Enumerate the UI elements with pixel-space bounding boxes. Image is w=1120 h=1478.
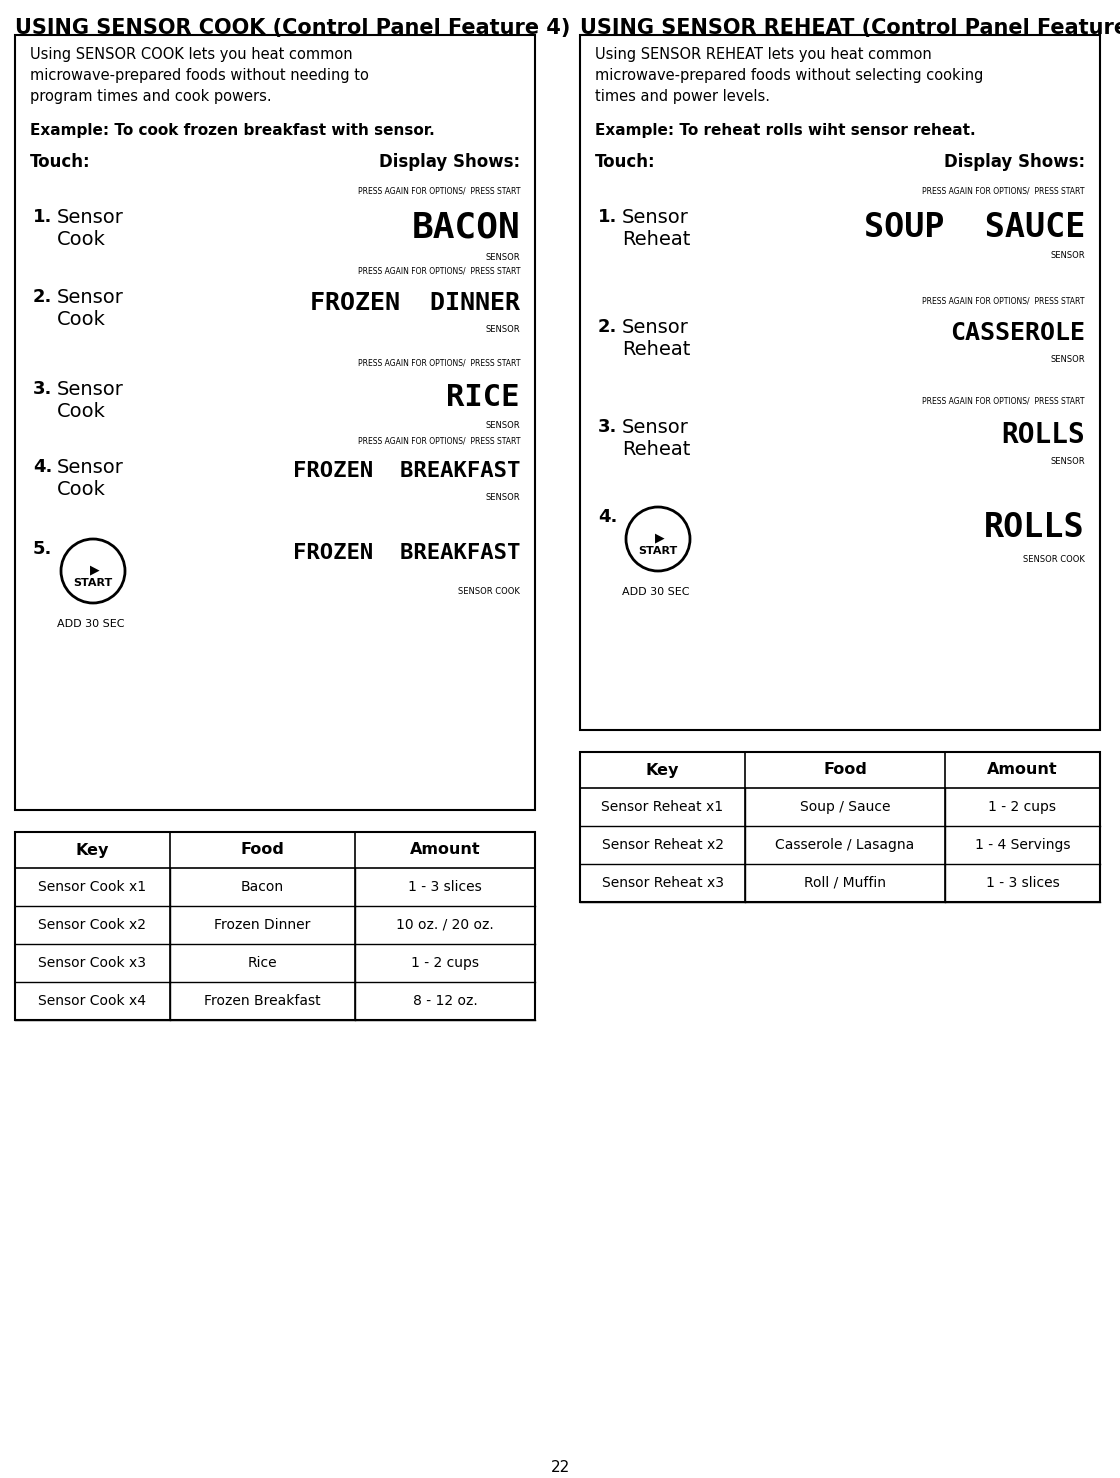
Text: Sensor
Reheat: Sensor Reheat: [622, 418, 690, 460]
Text: PRESS AGAIN FOR OPTIONS/  PRESS START: PRESS AGAIN FOR OPTIONS/ PRESS START: [923, 398, 1085, 406]
Text: Amount: Amount: [410, 842, 480, 857]
Text: SOUP  SAUCE: SOUP SAUCE: [864, 211, 1085, 244]
Text: Frozen Dinner: Frozen Dinner: [214, 918, 310, 933]
FancyBboxPatch shape: [580, 35, 1100, 730]
Text: Sensor
Cook: Sensor Cook: [57, 208, 124, 248]
Text: 1 - 3 slices: 1 - 3 slices: [986, 876, 1060, 890]
Text: 4.: 4.: [32, 458, 53, 476]
Text: Sensor Cook x3: Sensor Cook x3: [38, 956, 147, 970]
Text: Bacon: Bacon: [241, 879, 284, 894]
Text: PRESS AGAIN FOR OPTIONS/  PRESS START: PRESS AGAIN FOR OPTIONS/ PRESS START: [357, 359, 520, 368]
Text: Example: To reheat rolls wiht sensor reheat.: Example: To reheat rolls wiht sensor reh…: [595, 123, 976, 137]
Text: USING SENSOR COOK (Control Panel Feature 4): USING SENSOR COOK (Control Panel Feature…: [15, 18, 570, 38]
Text: SENSOR COOK: SENSOR COOK: [1024, 556, 1085, 565]
Text: Frozen Breakfast: Frozen Breakfast: [204, 995, 320, 1008]
Text: USING SENSOR REHEAT (Control Panel Feature 3): USING SENSOR REHEAT (Control Panel Featu…: [580, 18, 1120, 38]
Text: ROLLS: ROLLS: [1001, 421, 1085, 449]
Text: RICE: RICE: [447, 383, 520, 412]
Text: Display Shows:: Display Shows:: [379, 154, 520, 171]
Text: FROZEN  BREAKFAST: FROZEN BREAKFAST: [292, 461, 520, 480]
Text: SENSOR: SENSOR: [485, 421, 520, 430]
Text: Sensor Cook x4: Sensor Cook x4: [38, 995, 147, 1008]
Text: ADD 30 SEC: ADD 30 SEC: [57, 619, 124, 630]
Text: 3.: 3.: [32, 380, 53, 398]
Text: PRESS AGAIN FOR OPTIONS/  PRESS START: PRESS AGAIN FOR OPTIONS/ PRESS START: [357, 268, 520, 276]
Text: SENSOR: SENSOR: [485, 253, 520, 262]
Text: SENSOR: SENSOR: [1051, 251, 1085, 260]
Text: PRESS AGAIN FOR OPTIONS/  PRESS START: PRESS AGAIN FOR OPTIONS/ PRESS START: [357, 188, 520, 197]
Text: Sensor Reheat x1: Sensor Reheat x1: [601, 800, 724, 814]
FancyBboxPatch shape: [15, 35, 535, 810]
Text: Sensor Reheat x3: Sensor Reheat x3: [601, 876, 724, 890]
Text: Touch:: Touch:: [595, 154, 655, 171]
Text: BACON: BACON: [411, 211, 520, 245]
Text: Rice: Rice: [248, 956, 278, 970]
FancyBboxPatch shape: [580, 752, 1100, 902]
Text: Display Shows:: Display Shows:: [944, 154, 1085, 171]
Text: 10 oz. / 20 oz.: 10 oz. / 20 oz.: [396, 918, 494, 933]
Text: 5.: 5.: [32, 539, 53, 559]
Text: Sensor
Reheat: Sensor Reheat: [622, 208, 690, 248]
Text: Touch:: Touch:: [30, 154, 91, 171]
Text: FROZEN  BREAKFAST: FROZEN BREAKFAST: [292, 542, 520, 563]
Text: Sensor
Reheat: Sensor Reheat: [622, 318, 690, 359]
Text: Soup / Sauce: Soup / Sauce: [800, 800, 890, 814]
Text: 1.: 1.: [598, 208, 617, 226]
Text: 1.: 1.: [32, 208, 53, 226]
Text: CASSEROLE: CASSEROLE: [950, 321, 1085, 344]
Text: SENSOR COOK: SENSOR COOK: [458, 587, 520, 596]
Text: ▶: ▶: [655, 531, 665, 544]
Text: ADD 30 SEC: ADD 30 SEC: [622, 587, 690, 597]
Text: 3.: 3.: [598, 418, 617, 436]
Text: Sensor Reheat x2: Sensor Reheat x2: [601, 838, 724, 851]
Text: Roll / Muffin: Roll / Muffin: [804, 876, 886, 890]
Text: 1 - 3 slices: 1 - 3 slices: [408, 879, 482, 894]
Text: Key: Key: [646, 763, 679, 777]
Text: 4.: 4.: [598, 508, 617, 526]
Text: Food: Food: [241, 842, 284, 857]
Text: 1 - 4 Servings: 1 - 4 Servings: [974, 838, 1071, 851]
Text: Sensor Cook x2: Sensor Cook x2: [38, 918, 147, 933]
Text: SENSOR: SENSOR: [485, 325, 520, 334]
Text: Using SENSOR REHEAT lets you heat common
microwave-prepared foods without select: Using SENSOR REHEAT lets you heat common…: [595, 47, 983, 103]
Text: SENSOR: SENSOR: [1051, 355, 1085, 364]
Text: SENSOR: SENSOR: [1051, 457, 1085, 466]
Text: START: START: [638, 545, 678, 556]
Text: ROLLS: ROLLS: [984, 511, 1085, 544]
Text: Using SENSOR COOK lets you heat common
microwave-prepared foods without needing : Using SENSOR COOK lets you heat common m…: [30, 47, 368, 103]
Text: START: START: [74, 578, 113, 588]
Text: Sensor
Cook: Sensor Cook: [57, 458, 124, 500]
Text: Example: To cook frozen breakfast with sensor.: Example: To cook frozen breakfast with s…: [30, 123, 435, 137]
Text: ▶: ▶: [91, 563, 100, 576]
Text: 1 - 2 cups: 1 - 2 cups: [989, 800, 1056, 814]
Text: PRESS AGAIN FOR OPTIONS/  PRESS START: PRESS AGAIN FOR OPTIONS/ PRESS START: [923, 297, 1085, 306]
Text: 2.: 2.: [598, 318, 617, 336]
Text: 8 - 12 oz.: 8 - 12 oz.: [412, 995, 477, 1008]
Text: PRESS AGAIN FOR OPTIONS/  PRESS START: PRESS AGAIN FOR OPTIONS/ PRESS START: [923, 188, 1085, 197]
Text: Food: Food: [823, 763, 867, 777]
Text: 2.: 2.: [32, 288, 53, 306]
Text: SENSOR: SENSOR: [485, 494, 520, 503]
Text: Sensor
Cook: Sensor Cook: [57, 288, 124, 330]
Text: Casserole / Lasagna: Casserole / Lasagna: [775, 838, 915, 851]
Text: Sensor
Cook: Sensor Cook: [57, 380, 124, 421]
Text: Key: Key: [76, 842, 109, 857]
Text: PRESS AGAIN FOR OPTIONS/  PRESS START: PRESS AGAIN FOR OPTIONS/ PRESS START: [357, 437, 520, 446]
Text: FROZEN  DINNER: FROZEN DINNER: [310, 291, 520, 315]
Text: Amount: Amount: [987, 763, 1057, 777]
Text: 22: 22: [550, 1460, 570, 1475]
FancyBboxPatch shape: [15, 832, 535, 1020]
Text: Sensor Cook x1: Sensor Cook x1: [38, 879, 147, 894]
Text: 1 - 2 cups: 1 - 2 cups: [411, 956, 479, 970]
